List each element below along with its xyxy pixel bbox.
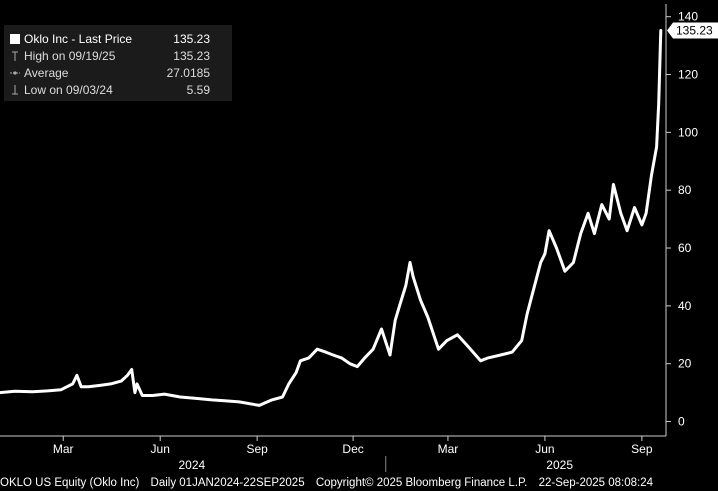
x-tick-label: Jun [535,442,554,456]
y-tick-label: 20 [678,357,692,371]
legend-last-price-label: Oklo Inc - Last Price [24,32,133,46]
y-tick-label: 40 [678,299,692,313]
x-tick-label: Mar [438,442,459,456]
y-tick-label: 120 [678,68,698,82]
legend-average-label: Average [24,66,69,80]
legend-high-row: High on 09/19/25 135.23 [4,48,232,64]
footer-ticker: OKLO US Equity (Oklo Inc) [0,477,140,489]
high-marker-icon [12,51,18,61]
legend-high-label: High on 09/19/25 [24,49,116,63]
y-tick-label: 60 [678,241,692,255]
x-tick-label: Sep [246,442,268,456]
legend-average-row: Average 27.0185 [4,65,232,81]
footer-timestamp: 22-Sep-2025 08:08:24 [538,477,654,489]
last-price-badge-label: 135.23 [676,23,713,37]
legend-high-value: 135.23 [173,49,210,63]
legend-low-row: Low on 09/03/24 5.59 [4,82,232,98]
x-tick-label: Sep [631,442,653,456]
year-label: 2024 [178,458,205,472]
y-tick-label: 100 [678,125,698,139]
average-marker-icon [10,71,20,75]
legend-last-price-row: Oklo Inc - Last Price 135.23 [4,31,232,47]
footer-range: Daily 01JAN2024-22SEP2025 [150,477,305,489]
year-label: 2025 [546,458,573,472]
y-tick-label: 140 [678,10,698,24]
chart-footer: OKLO US Equity (Oklo Inc) Daily 01JAN202… [0,477,718,489]
price-series-line [0,29,663,407]
x-tick-label: Mar [53,442,74,456]
legend-last-price-value: 135.23 [173,32,210,46]
y-tick-label: 0 [678,415,685,429]
legend-average-value: 27.0185 [166,66,210,80]
x-tick-label: Jun [151,442,170,456]
last-price-badge [667,22,718,39]
footer-copyright: Copyright© 2025 Bloomberg Finance L.P. [315,477,528,489]
legend-low-label: Low on 09/03/24 [24,83,113,97]
y-tick-label: 80 [678,183,692,197]
legend-low-value: 5.59 [186,83,210,97]
x-tick-label: Dec [342,442,363,456]
legend-line-swatch-icon [10,34,20,44]
chart-legend: Oklo Inc - Last Price 135.23 High on 09/… [4,25,232,101]
low-marker-icon [12,85,18,95]
